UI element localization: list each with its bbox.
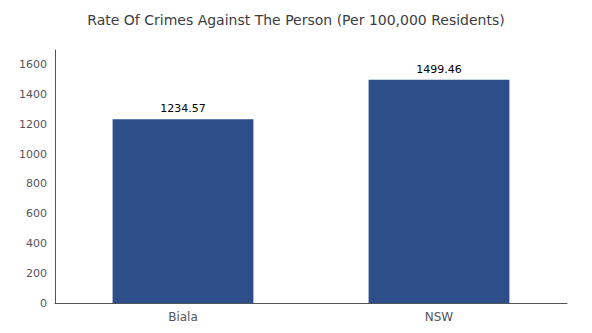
- svg-text:1499.46: 1499.46: [416, 63, 462, 76]
- svg-text:200: 200: [26, 267, 47, 280]
- svg-text:1234.57: 1234.57: [160, 102, 206, 115]
- svg-text:1000: 1000: [19, 148, 47, 161]
- svg-text:Rate Of Crimes Against The Per: Rate Of Crimes Against The Person (Per 1…: [87, 12, 504, 28]
- svg-text:600: 600: [26, 207, 47, 220]
- svg-text:800: 800: [26, 177, 47, 190]
- svg-text:0: 0: [40, 297, 47, 310]
- svg-text:1200: 1200: [19, 118, 47, 131]
- svg-text:Biala: Biala: [168, 310, 198, 324]
- svg-text:1400: 1400: [19, 88, 47, 101]
- svg-text:NSW: NSW: [425, 310, 454, 324]
- svg-text:1600: 1600: [19, 58, 47, 71]
- svg-text:400: 400: [26, 237, 47, 250]
